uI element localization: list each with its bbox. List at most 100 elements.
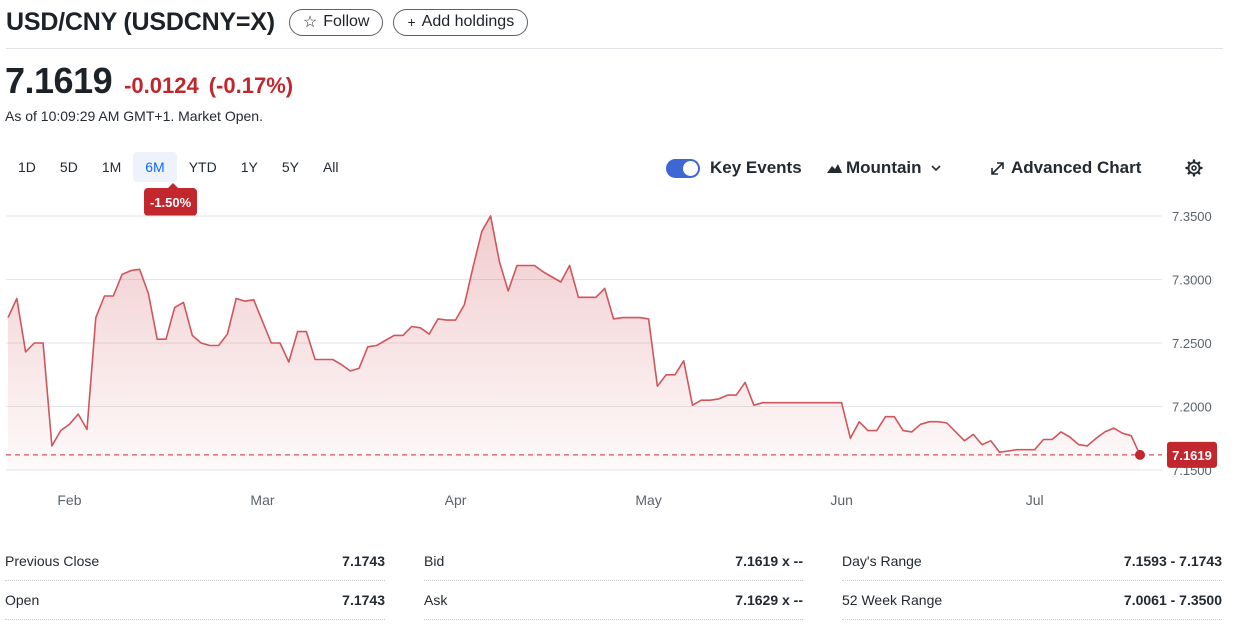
price-line xyxy=(7,215,1141,456)
data-point xyxy=(1094,436,1098,440)
stat-label: Day's Range xyxy=(842,553,922,569)
range-tab-1y[interactable]: 1Y xyxy=(240,159,258,175)
data-point xyxy=(550,275,554,279)
data-point xyxy=(304,330,308,334)
data-point xyxy=(1041,438,1045,442)
data-point xyxy=(445,318,449,322)
add-holdings-button[interactable]: + Add holdings xyxy=(393,8,529,36)
plus-icon: + xyxy=(407,14,416,30)
data-point xyxy=(866,429,870,433)
data-point xyxy=(1050,438,1054,442)
range-tabs: 1D 5D 1M 6M YTD 1Y 5Y All xyxy=(6,152,351,182)
data-point xyxy=(252,298,256,302)
data-point xyxy=(647,317,651,321)
last-price-dot xyxy=(1135,449,1145,460)
data-point xyxy=(1059,430,1063,434)
data-point xyxy=(980,443,984,447)
data-point xyxy=(655,384,659,388)
range-change-badge: -1.50% xyxy=(144,183,198,216)
stat-cell: Previous Close 7.1743 xyxy=(5,542,385,581)
data-point xyxy=(182,300,186,304)
data-point xyxy=(111,294,115,298)
key-events-toggle[interactable]: Key Events xyxy=(666,153,802,183)
data-point xyxy=(199,341,203,345)
data-point xyxy=(32,341,36,345)
data-point xyxy=(1024,448,1028,452)
range-tab-all[interactable]: All xyxy=(322,159,339,175)
data-point xyxy=(796,401,800,405)
range-tab-1m[interactable]: 1M xyxy=(101,159,122,175)
chart-type-dropdown[interactable]: Mountain xyxy=(827,153,941,183)
data-point xyxy=(568,264,572,268)
mountain-icon xyxy=(827,163,842,173)
data-point xyxy=(769,401,773,405)
stats-row: Previous Close 7.1743 Bid 7.1619 x -- Day's … xyxy=(5,542,1223,581)
advanced-chart-button[interactable]: Advanced Chart xyxy=(990,153,1141,183)
data-point xyxy=(541,270,545,274)
data-point xyxy=(480,229,484,233)
data-point xyxy=(638,316,642,320)
data-point xyxy=(910,430,914,434)
data-point xyxy=(85,427,89,431)
data-point xyxy=(410,324,414,328)
data-point xyxy=(515,264,519,268)
data-point xyxy=(225,332,229,336)
data-point xyxy=(954,430,958,434)
data-point xyxy=(287,360,291,364)
data-point xyxy=(1103,430,1107,434)
data-point xyxy=(664,373,668,377)
data-point xyxy=(1033,448,1037,452)
y-tick-label: 7.2000 xyxy=(1172,400,1212,415)
stat-value: 7.1629 x -- xyxy=(735,592,803,608)
price-change: -0.0124 xyxy=(124,73,199,98)
data-point xyxy=(427,332,431,336)
stat-cell: Ask 7.1629 x -- xyxy=(424,581,803,620)
data-point xyxy=(805,401,809,405)
data-point xyxy=(331,358,335,362)
market-status: As of 10:09:29 AM GMT+1. Market Open. xyxy=(5,108,263,124)
data-point xyxy=(533,264,537,268)
x-tick-label: Jul xyxy=(1026,492,1044,508)
stat-cell: Day's Range 7.1593 - 7.1743 xyxy=(842,542,1222,581)
data-point xyxy=(629,316,633,320)
stat-label: Previous Close xyxy=(5,553,100,569)
range-tab-5y[interactable]: 5Y xyxy=(281,159,299,175)
data-point xyxy=(848,436,852,440)
data-point xyxy=(489,214,493,218)
data-point xyxy=(1015,448,1019,452)
chart-settings-button[interactable] xyxy=(1185,153,1203,183)
range-tab-5d[interactable]: 5D xyxy=(59,159,78,175)
range-tab-6m[interactable]: 6M xyxy=(133,152,177,182)
data-point xyxy=(120,272,124,276)
stat-label: Open xyxy=(5,592,40,608)
data-point xyxy=(822,401,826,405)
data-point xyxy=(813,401,817,405)
data-point xyxy=(734,393,738,397)
data-point xyxy=(375,344,379,348)
data-point xyxy=(366,345,370,349)
star-icon: ☆ xyxy=(302,14,318,31)
data-point xyxy=(989,439,993,443)
stat-cell: 52 Week Range 7.0061 - 7.3500 xyxy=(842,581,1222,620)
toggle-switch[interactable] xyxy=(666,158,700,178)
price-area xyxy=(8,216,1140,470)
data-point xyxy=(454,318,458,322)
data-point xyxy=(945,421,949,425)
data-point xyxy=(585,295,589,299)
data-point xyxy=(787,401,791,405)
data-point xyxy=(673,373,677,377)
data-point xyxy=(998,450,1002,454)
data-point xyxy=(761,401,765,405)
follow-button[interactable]: ☆ Follow xyxy=(288,8,384,36)
data-point xyxy=(524,264,528,268)
y-tick-label: 7.3000 xyxy=(1172,273,1212,288)
data-point xyxy=(94,316,98,320)
data-point xyxy=(471,265,475,269)
range-tab-1d[interactable]: 1D xyxy=(18,159,36,175)
data-point xyxy=(418,326,422,330)
price-change-percent: (-0.17%) xyxy=(208,73,294,98)
data-point xyxy=(234,297,238,301)
range-tab-ytd[interactable]: YTD xyxy=(188,159,217,175)
data-point xyxy=(190,333,194,337)
